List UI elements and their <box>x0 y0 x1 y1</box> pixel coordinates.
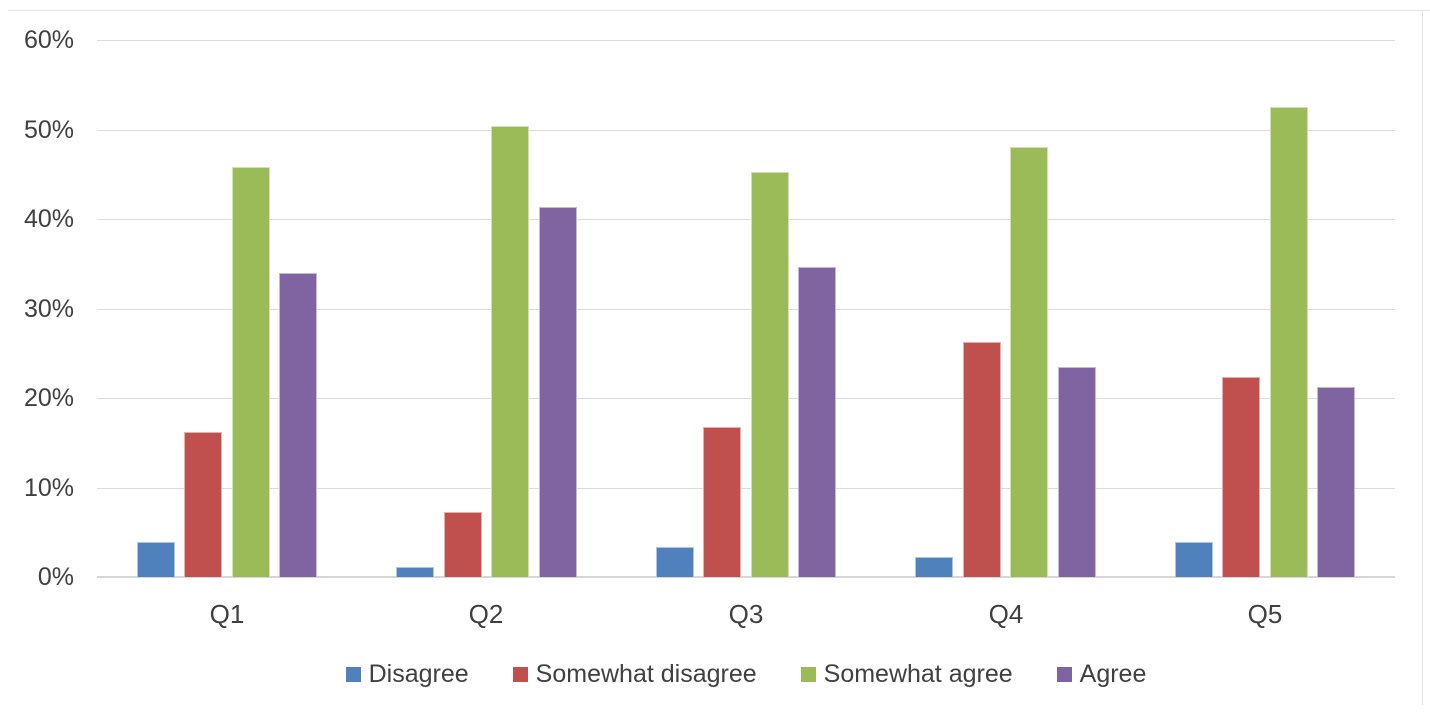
bar <box>137 542 175 577</box>
x-axis-line <box>97 576 1395 578</box>
x-tick-label: Q2 <box>468 599 504 629</box>
y-tick-label: 20% <box>23 384 74 412</box>
bar <box>656 547 694 577</box>
bar <box>1175 542 1213 577</box>
bar <box>184 432 222 577</box>
legend-swatch <box>800 666 816 682</box>
bar <box>798 267 836 577</box>
bar <box>396 567 434 577</box>
bar <box>751 172 789 577</box>
x-tick-label: Q3 <box>728 599 764 629</box>
gridline <box>97 219 1395 220</box>
gridline <box>97 398 1395 399</box>
bar <box>1010 147 1048 577</box>
gridline <box>97 487 1395 489</box>
bar <box>491 126 529 577</box>
y-tick-label: 10% <box>23 473 74 502</box>
legend-label: Somewhat disagree <box>535 659 757 688</box>
bar <box>279 273 317 577</box>
bar <box>444 512 482 577</box>
y-tick-label: 50% <box>23 115 74 144</box>
legend-swatch <box>345 666 361 682</box>
legend-label: Agree <box>1079 659 1147 688</box>
gridline <box>97 40 1395 41</box>
bar <box>232 167 270 577</box>
panel-border-right <box>1422 10 1423 705</box>
legend-swatch <box>512 666 528 682</box>
legend-label: Somewhat agree <box>823 659 1013 688</box>
legend-item-somewhat-agree: Somewhat agree <box>800 659 1013 689</box>
legend: Disagree Somewhat disagree Somewhat agree A… <box>97 659 1395 689</box>
y-tick-label: 30% <box>23 294 74 323</box>
x-tick-label: Q5 <box>1247 599 1283 629</box>
gridline <box>97 129 1395 131</box>
bar <box>703 427 741 577</box>
y-tick-label: 0% <box>37 563 74 591</box>
bar <box>963 342 1001 577</box>
y-tick-label: 40% <box>23 205 74 233</box>
bar <box>1317 387 1355 577</box>
bar <box>539 207 577 577</box>
legend-label: Disagree <box>368 659 469 688</box>
legend-item-agree: Agree <box>1056 659 1147 689</box>
x-tick-label: Q4 <box>988 599 1024 629</box>
x-tick-label: Q1 <box>209 599 245 629</box>
gridline <box>97 308 1395 310</box>
y-tick-label: 60% <box>23 26 74 54</box>
legend-item-somewhat-disagree: Somewhat disagree <box>512 659 757 689</box>
legend-item-disagree: Disagree <box>345 659 469 689</box>
bar <box>1222 377 1260 577</box>
bar <box>915 557 953 577</box>
panel-border-top <box>8 10 1430 11</box>
legend-swatch <box>1056 666 1072 682</box>
bar <box>1270 107 1308 577</box>
bar <box>1058 367 1096 577</box>
